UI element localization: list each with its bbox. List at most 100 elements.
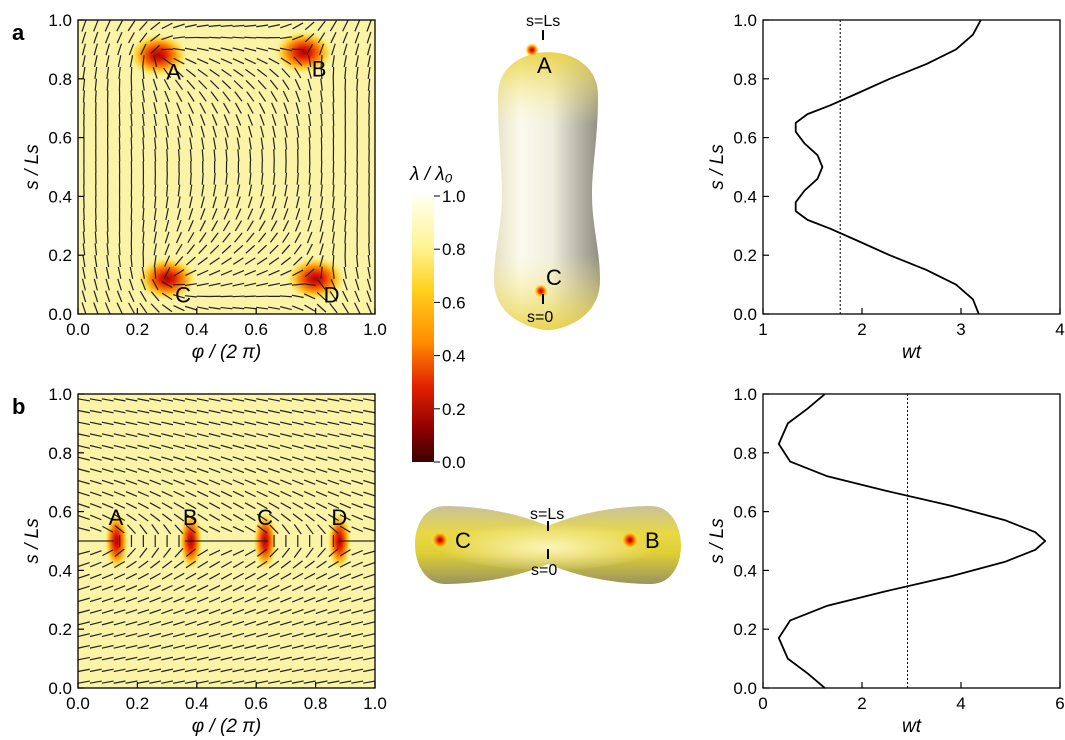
director-segment [331,55,335,68]
director-segment [117,278,122,291]
director-segment [283,102,289,115]
director-segment [101,398,114,402]
director-segment [224,196,229,209]
director-segment [293,56,303,66]
director-segment [295,113,300,126]
director-segment [77,433,90,438]
director-segment [172,680,185,684]
director-segment [125,585,138,591]
director-segment [225,149,228,162]
director-segment [81,20,87,32]
director-segment [268,572,280,580]
director-segment [209,80,220,90]
director-segment [126,560,137,569]
director-segment [332,255,335,268]
director-segment [279,620,292,626]
director-segment [153,231,157,244]
director-segment [137,680,150,684]
director-segment [102,549,114,557]
director-segment [315,656,328,661]
director-segment [130,90,133,103]
heatmap-a-ytick-label: 1.0 [48,11,72,30]
director-segment [77,398,90,402]
director-segment [137,656,150,661]
director-segment [89,668,102,673]
director-segment [268,421,280,426]
director-segment [220,502,233,510]
director-segment [339,398,352,402]
director-segment [89,526,102,532]
director-segment [351,656,364,661]
director-segment [221,561,232,569]
director-segment [284,184,288,197]
director-segment [142,184,145,197]
director-segment [106,243,109,256]
director-segment [161,620,174,626]
director-segment [279,456,292,462]
director-segment [137,668,150,673]
director-segment [221,513,232,521]
director-segment [77,444,90,449]
director-segment [208,433,221,438]
director-segment [351,597,364,603]
director-segment [367,255,371,268]
director-segment [244,680,257,684]
director-segment [130,208,133,221]
director-segment [149,444,162,450]
director-segment [139,32,148,43]
director-segment [117,43,123,56]
director-segment [232,479,245,486]
director-segment [355,55,359,68]
director-segment [220,490,233,498]
director-segment [101,409,114,414]
director-segment [141,90,145,103]
director-segment [245,68,256,77]
director-segment [152,78,158,91]
director-segment [137,609,150,615]
director-segment [154,184,157,197]
director-segment [271,102,277,114]
capsule-shape: s=Ls s=0 A C [494,13,600,330]
director-segment [304,513,315,522]
director-segment [339,468,352,473]
director-segment [316,513,327,522]
director-segment [220,526,233,533]
director-segment [236,125,241,138]
director-segment [184,444,197,450]
director-segment [161,456,174,462]
colorbar-tick-label: 0.4 [442,347,466,366]
director-segment [161,409,174,414]
director-segment [272,172,276,185]
director-segment [208,644,221,649]
director-segment [279,47,292,52]
width-profile-line [777,393,1047,689]
director-segment [307,78,312,91]
director-segment [224,125,229,138]
director-segment [161,57,173,66]
director-segment [125,491,138,497]
director-segment [89,491,102,497]
director-segment [142,231,145,244]
director-segment [367,55,371,68]
director-segment [246,232,255,243]
profile-line-a-xlabel: wt [902,342,922,363]
profile-line-b-ytick-label: 0.2 [733,620,757,639]
director-segment [292,490,304,498]
director-segment [149,467,162,473]
director-segment [199,102,207,114]
director-segment [196,467,209,474]
director-segment [106,255,110,268]
director-segment [281,524,291,535]
director-segment [142,149,145,162]
director-segment [331,231,335,244]
director-segment [284,172,288,185]
director-segment [151,524,160,535]
director-segment [339,573,352,580]
director-segment [351,561,363,568]
director-segment [220,444,233,450]
director-segment [174,524,184,535]
director-segment [197,584,209,592]
director-segment [208,58,221,65]
director-segment [293,547,302,558]
heatmap-a-ytick-label: 0.6 [48,129,72,148]
